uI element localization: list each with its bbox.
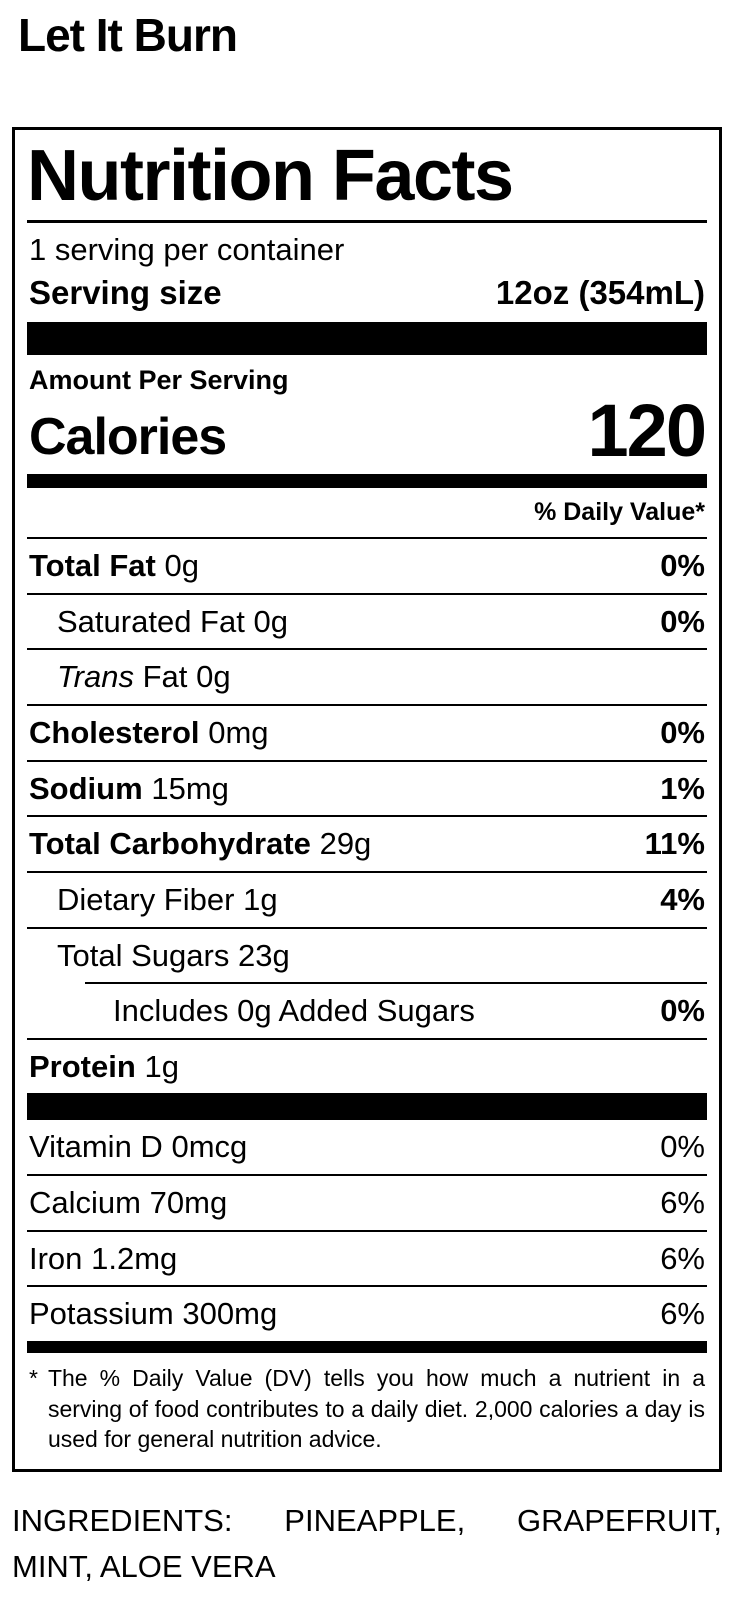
nutrient-amount: 29g xyxy=(319,826,372,862)
nutrient-dv: 1% xyxy=(660,770,705,806)
nutrient-amount: 1.2mg xyxy=(91,1240,178,1276)
ingredients-text: INGREDIENTS: PINEAPPLE, GRAPEFRUIT, MINT… xyxy=(12,1502,722,1585)
nutrient-row-dietary-fiber: Dietary Fiber 1g 4% xyxy=(27,870,707,927)
separator-bar-thick xyxy=(27,1093,707,1121)
nutrient-name-amount: Saturated Fat 0g xyxy=(57,604,288,640)
nutrient-name-amount: Total Carbohydrate 29g xyxy=(29,826,371,862)
nutrient-row-added-sugars: Includes 0g Added Sugars 0% xyxy=(85,982,707,1038)
nutrient-row-saturated-fat: Saturated Fat 0g 0% xyxy=(27,592,707,649)
nutrient-amount: 0mg xyxy=(208,715,269,750)
serving-size-value: 12oz (354mL) xyxy=(495,273,705,311)
nutrient-dv: 0% xyxy=(660,1129,705,1165)
nutrient-dv: 6% xyxy=(660,1240,705,1276)
nutrient-name: Dietary Fiber xyxy=(57,881,235,917)
nutrient-name-amount: Protein 1g xyxy=(29,1049,179,1085)
nutrient-amount: 0mcg xyxy=(171,1129,248,1165)
nutrient-name-amount: Includes 0g Added Sugars xyxy=(113,993,475,1029)
nutrient-amount: 1g xyxy=(243,881,278,917)
nutrient-name: Protein xyxy=(29,1048,136,1084)
nutrient-name: Potassium xyxy=(29,1296,174,1332)
nutrient-name-amount: Dietary Fiber 1g xyxy=(57,882,278,918)
separator-bar-extra-thick xyxy=(27,321,707,355)
amount-per-serving-label: Amount Per Serving xyxy=(29,364,289,395)
nutrient-name-amount: Trans Fat 0g xyxy=(57,659,231,695)
calories-row: Calories 120 xyxy=(27,388,707,474)
nutrient-amount: 70mg xyxy=(149,1185,228,1221)
nutrient-amount: 1g xyxy=(144,1048,179,1084)
nutrient-amount: 0g xyxy=(253,603,288,639)
product-title: Let It Burn xyxy=(18,9,238,61)
nutrient-row-sodium: Sodium 15mg 1% xyxy=(27,759,707,816)
nutrient-row-total-sugars: Total Sugars 23g xyxy=(27,926,707,983)
nutrient-amount: 0g xyxy=(196,659,231,695)
nutrient-name: Sodium xyxy=(29,770,143,806)
nutrient-name-amount: Total Sugars 23g xyxy=(57,938,290,974)
nutrient-amount: 23g xyxy=(238,937,290,973)
footnote-asterisk: * xyxy=(29,1365,38,1392)
nutrient-name-amount: Calcium 70mg xyxy=(29,1185,227,1221)
nutrient-name: Total Fat xyxy=(29,548,156,584)
nutrient-dv: 0% xyxy=(660,715,705,750)
serving-size-row: Serving size 12oz (354mL) xyxy=(27,268,707,322)
nutrient-name-amount: Potassium 300mg xyxy=(29,1296,277,1332)
nutrient-name: Saturated Fat xyxy=(57,603,245,639)
nutrient-name-amount: Iron 1.2mg xyxy=(29,1241,177,1277)
daily-value-header: % Daily Value* xyxy=(534,498,705,527)
nutrient-amount: 0g xyxy=(164,548,200,584)
nutrient-row-protein: Protein 1g xyxy=(27,1037,707,1094)
nutrient-name: Fat xyxy=(142,659,188,695)
calories-value: 120 xyxy=(587,388,707,472)
nutrient-amount: 15mg xyxy=(151,770,229,806)
nutrient-amount: 300mg xyxy=(182,1296,278,1332)
calories-label: Calories xyxy=(29,407,227,466)
nutrient-name: Vitamin D xyxy=(29,1129,163,1165)
nutrition-facts-label: Nutrition Facts 1 serving per container … xyxy=(12,126,722,1472)
nutrient-name: Total Carbohydrate xyxy=(29,826,311,862)
nutrient-row-trans-fat: Trans Fat 0g xyxy=(27,648,707,704)
nutrient-name-amount: Cholesterol 0mg xyxy=(29,715,269,751)
nutrient-dv: 4% xyxy=(660,881,705,917)
nutrient-name: Iron xyxy=(29,1240,83,1276)
nutrient-name-amount: Sodium 15mg xyxy=(29,771,229,807)
micronutrient-row-calcium: Calcium 70mg 6% xyxy=(27,1174,707,1230)
nutrient-name: Total Sugars xyxy=(57,937,230,973)
micronutrient-row-iron: Iron 1.2mg 6% xyxy=(27,1229,707,1286)
nutrient-name-italic: Trans xyxy=(57,659,134,695)
nutrient-dv: 6% xyxy=(660,1296,705,1332)
nutrient-name-amount: Vitamin D 0mcg xyxy=(29,1129,247,1165)
micronutrient-row-potassium: Potassium 300mg 6% xyxy=(27,1285,707,1341)
nutrient-dv: 0% xyxy=(660,548,705,584)
serving-size-label: Serving size xyxy=(29,273,222,311)
nutrient-dv: 11% xyxy=(644,826,705,862)
nutrient-row-total-carbohydrate: Total Carbohydrate 29g 11% xyxy=(27,815,707,871)
footnote-text: The % Daily Value (DV) tells you how muc… xyxy=(47,1365,705,1453)
nutrient-dv: 0% xyxy=(660,993,705,1029)
nutrient-name-amount: Total Fat 0g xyxy=(29,548,199,584)
nutrient-name: Cholesterol xyxy=(29,715,200,750)
nutrition-facts-heading: Nutrition Facts xyxy=(27,130,707,223)
nutrient-row-cholesterol: Cholesterol 0mg 0% xyxy=(27,704,707,760)
separator-bar-thin xyxy=(27,1341,707,1354)
nutrient-name: Includes 0g Added Sugars xyxy=(113,993,475,1029)
nutrient-dv: 6% xyxy=(660,1185,705,1221)
nutrient-row-total-fat: Total Fat 0g 0% xyxy=(27,537,707,593)
daily-value-footnote: * The % Daily Value (DV) tells you how m… xyxy=(27,1353,707,1469)
separator-bar-medium xyxy=(27,474,707,489)
servings-per-container: 1 serving per container xyxy=(29,231,345,267)
nutrient-dv: 0% xyxy=(660,603,705,639)
micronutrient-row-vitamin-d: Vitamin D 0mcg 0% xyxy=(27,1120,707,1174)
nutrient-name: Calcium xyxy=(29,1185,141,1221)
